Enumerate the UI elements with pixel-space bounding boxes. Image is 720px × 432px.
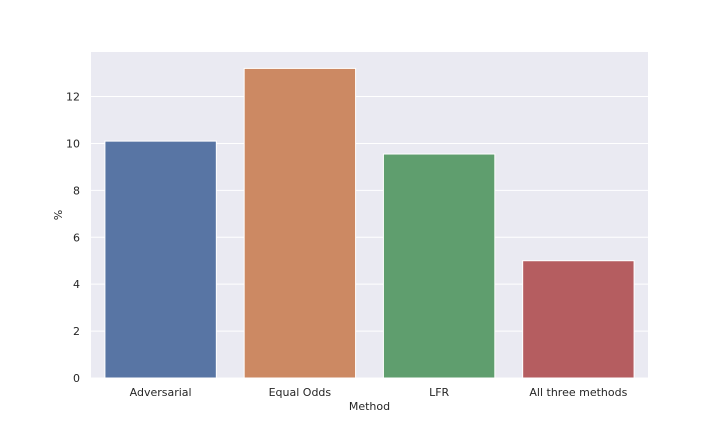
y-axis-label: % bbox=[52, 210, 65, 220]
y-tick-label: 12 bbox=[66, 91, 80, 104]
y-tick-label: 6 bbox=[73, 231, 80, 244]
bar-adversarial bbox=[104, 140, 217, 379]
bar-equal-odds bbox=[243, 67, 357, 379]
y-tick-label: 2 bbox=[73, 325, 80, 338]
bar-all-three-methods bbox=[522, 260, 635, 379]
x-tick-label: Equal Odds bbox=[269, 386, 332, 399]
x-tick-label: Adversarial bbox=[130, 386, 192, 399]
y-tick-label: 8 bbox=[73, 184, 80, 197]
x-axis-label: Method bbox=[349, 400, 390, 413]
y-tick-label: 10 bbox=[66, 137, 80, 150]
x-tick-label: All three methods bbox=[529, 386, 627, 399]
y-axis-ticks: 0 2 4 6 8 10 12 bbox=[66, 91, 80, 385]
y-tick-label: 0 bbox=[73, 372, 80, 385]
y-tick-label: 4 bbox=[73, 278, 80, 291]
x-axis-ticks: Adversarial Equal Odds LFR All three method… bbox=[130, 386, 628, 399]
x-tick-label: LFR bbox=[429, 386, 449, 399]
bars bbox=[104, 67, 635, 379]
bar-lfr bbox=[382, 153, 496, 379]
